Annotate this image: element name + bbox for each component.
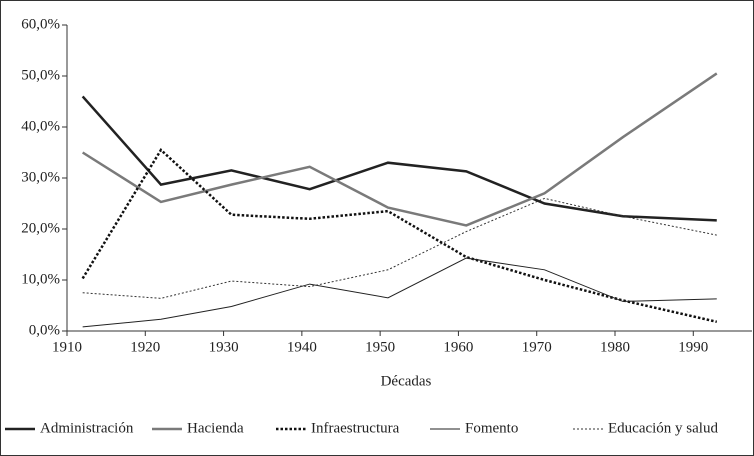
x-tick-label: 1990 [678,339,708,355]
legend-label: Infraestructura [311,420,400,436]
series-line [81,72,718,227]
legend-label: Administración [40,420,134,436]
y-tick-label: 50,0% [21,67,60,83]
x-tick-label: 1950 [365,339,395,355]
x-tick-label: 1980 [600,339,630,355]
x-tick-label: 1920 [130,339,160,355]
x-tick-label: 1960 [443,339,473,355]
y-tick-label: 0,0% [29,322,60,338]
series-line [82,257,717,328]
x-tick-label: 1910 [52,339,82,355]
x-tick-label: 1930 [209,339,239,355]
series-line [81,147,718,324]
y-tick-label: 30,0% [21,169,60,185]
y-tick-label: 20,0% [21,220,60,236]
y-tick-label: 60,0% [21,16,60,32]
y-tick-label: 10,0% [21,271,60,287]
series-line [82,197,717,299]
x-tick-label: 1940 [287,339,317,355]
x-axis-label: Décadas [381,373,432,389]
legend-label: Educación y salud [608,420,718,436]
legend-label: Hacienda [187,420,244,436]
legend-label: Fomento [465,420,518,436]
y-tick-label: 40,0% [21,118,60,134]
x-tick-label: 1970 [522,339,552,355]
series-line [81,95,717,222]
